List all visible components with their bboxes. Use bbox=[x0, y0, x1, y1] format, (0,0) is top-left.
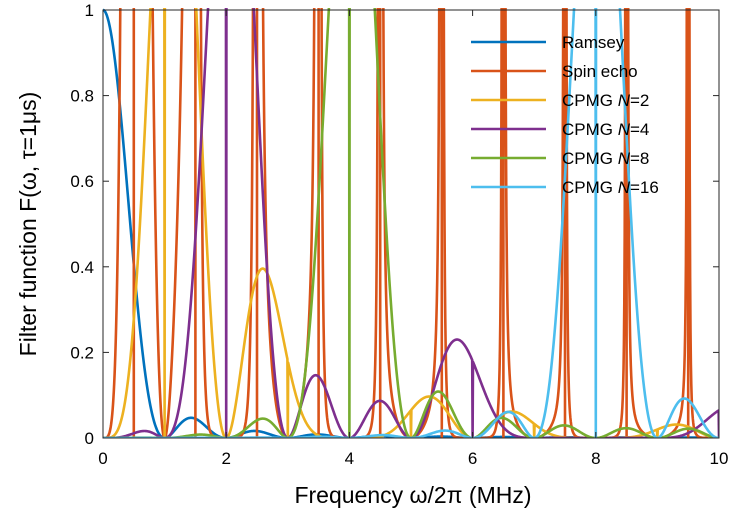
y-tick-label: 0.4 bbox=[70, 258, 94, 277]
series-line-cpmg-8 bbox=[103, 8, 719, 438]
x-axis-ticks: 0 2 4 6 8 10 bbox=[98, 10, 728, 468]
y-tick-label: 0.6 bbox=[70, 172, 94, 191]
y-axis-ticks: 0 0.2 0.4 0.6 0.8 1 bbox=[70, 1, 719, 448]
plot-frame bbox=[102, 9, 720, 439]
y-tick-label: 0 bbox=[85, 429, 94, 448]
legend-entry: CPMG N=4 bbox=[562, 120, 649, 139]
x-tick-label: 6 bbox=[468, 449, 477, 468]
legend-entry: CPMG N=2 bbox=[562, 91, 649, 110]
legend-entry: CPMG N=16 bbox=[562, 178, 659, 197]
legend-entry: CPMG N=8 bbox=[562, 149, 649, 168]
series-line-cpmg-4 bbox=[103, 8, 719, 438]
x-axis-label: Frequency ω/2π (MHz) bbox=[294, 482, 531, 508]
x-tick-label: 8 bbox=[591, 449, 600, 468]
legend-entry: Ramsey bbox=[562, 33, 625, 52]
y-tick-label: 0.8 bbox=[70, 87, 94, 106]
y-tick-label: 0.2 bbox=[70, 343, 94, 362]
legend-entry: Spin echo bbox=[562, 62, 638, 81]
y-tick-label: 1 bbox=[85, 1, 94, 20]
y-axis-label: Filter function F(ω, τ=1μs) bbox=[15, 92, 41, 357]
x-tick-label: 4 bbox=[345, 449, 354, 468]
series-line-spin-echo bbox=[103, 8, 719, 438]
axes bbox=[102, 9, 720, 439]
x-tick-label: 2 bbox=[221, 449, 230, 468]
x-tick-label: 0 bbox=[98, 449, 107, 468]
x-tick-label: 10 bbox=[710, 449, 729, 468]
legend: Ramsey Spin echo CPMG N=2 CPMG N=4 CPMG N=8 C… bbox=[471, 33, 659, 197]
